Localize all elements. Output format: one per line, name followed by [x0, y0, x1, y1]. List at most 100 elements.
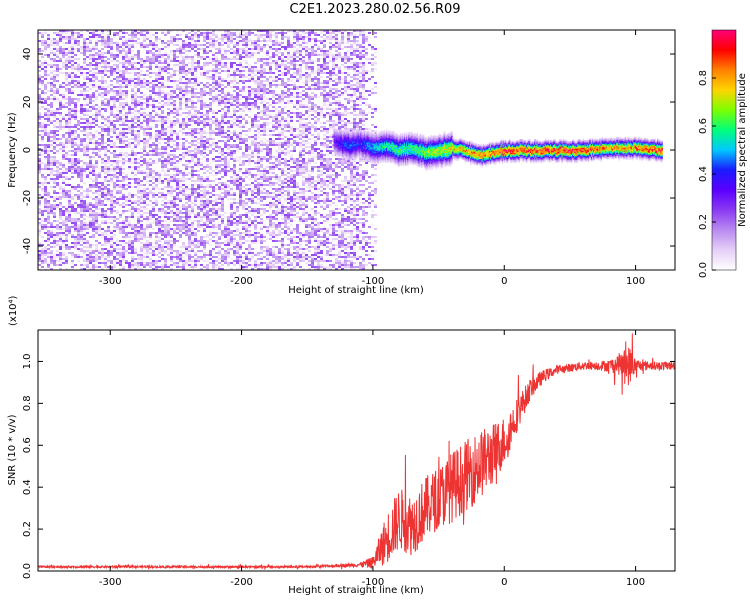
- spectrogram-cell: [50, 84, 53, 86]
- spectrogram-cell: [89, 172, 92, 174]
- spectrogram-cell: [65, 206, 68, 208]
- spectrogram-cell: [116, 154, 119, 156]
- spectrogram-cell: [38, 48, 41, 50]
- spectrogram-cell: [137, 162, 140, 164]
- spectrogram-cell: [98, 174, 101, 176]
- spectrogram-cell: [95, 130, 98, 132]
- spectrogram-cell: [140, 34, 143, 36]
- spectrogram-cell: [173, 40, 176, 42]
- spectrogram-cell: [218, 110, 221, 112]
- spectrogram-cell: [59, 204, 62, 206]
- spectrogram-cell: [221, 198, 224, 200]
- spectrogram-cell: [146, 142, 149, 144]
- spectrogram-cell: [155, 220, 158, 222]
- spectrogram-cell: [74, 236, 77, 238]
- spectrogram-cell: [128, 58, 131, 60]
- spectrogram-cell: [122, 30, 125, 32]
- spectrogram-cell: [38, 208, 41, 210]
- spectrogram-cell: [227, 44, 230, 46]
- spectrogram-cell: [38, 60, 41, 62]
- spectrogram-cell: [125, 224, 128, 226]
- spectrogram-cell: [44, 70, 47, 72]
- spectrogram-cell: [152, 138, 155, 140]
- spectrogram-cell: [200, 106, 203, 108]
- spectrogram-cell: [110, 136, 113, 138]
- spectrogram-cell: [209, 78, 212, 80]
- spectrogram-cell: [188, 242, 191, 244]
- spectrogram-cell: [125, 62, 128, 64]
- spectrogram-cell: [170, 228, 173, 230]
- spectrogram-cell: [218, 196, 221, 198]
- spectrogram-cell: [119, 84, 122, 86]
- spectrogram-cell: [41, 244, 44, 246]
- spectrogram-cell: [41, 196, 44, 198]
- spectrogram-cell: [92, 48, 95, 50]
- spectrogram-cell: [173, 80, 176, 82]
- spectrogram-cell: [134, 46, 137, 48]
- spectrogram-cell: [140, 98, 143, 100]
- spectrogram-cell: [221, 234, 224, 236]
- spectrogram-cell: [146, 236, 149, 238]
- spectrogram-cell: [182, 266, 185, 268]
- spectrogram-cell: [104, 252, 107, 254]
- spectrogram-cell: [95, 124, 98, 126]
- spectrogram-cell: [170, 38, 173, 40]
- spectrogram-cell: [101, 58, 104, 60]
- spectrogram-cell: [155, 120, 158, 122]
- spectrogram-cell: [134, 84, 137, 86]
- spectrogram-cell: [62, 96, 65, 98]
- spectrogram-cell: [179, 148, 182, 150]
- spectrogram-cell: [146, 254, 149, 256]
- spectrogram-cell: [188, 238, 191, 240]
- spectrogram-cell: [68, 82, 71, 84]
- spectrogram-cell: [134, 32, 137, 34]
- spectrogram-cell: [65, 244, 68, 246]
- spectrogram-cell: [176, 166, 179, 168]
- spectrogram-cell: [206, 114, 209, 116]
- spectrogram-cell: [206, 82, 209, 84]
- spectrogram-cell: [176, 156, 179, 158]
- spectrogram-cell: [134, 146, 137, 148]
- spectrogram-cell: [41, 184, 44, 186]
- spectrogram-cell: [236, 102, 239, 104]
- spectrogram-cell: [167, 168, 170, 170]
- spectrogram-cell: [224, 156, 227, 158]
- spectrogram-cell: [113, 72, 116, 74]
- spectrogram-cell: [107, 250, 110, 252]
- spectrogram-cell: [227, 116, 230, 118]
- spectrogram-cell: [236, 184, 239, 186]
- spectrogram-cell: [188, 232, 191, 234]
- spectrogram-cell: [104, 162, 107, 164]
- spectrogram-cell: [170, 176, 173, 178]
- spectrogram-cell: [77, 50, 80, 52]
- spectrogram-cell: [149, 170, 152, 172]
- spectrogram-cell: [194, 106, 197, 108]
- spectrogram-cell: [137, 118, 140, 120]
- spectrogram-cell: [53, 198, 56, 200]
- spectrogram-cell: [155, 162, 158, 164]
- spectrogram-cell: [128, 182, 131, 184]
- spectrogram-cell: [185, 248, 188, 250]
- spectrogram-cell: [197, 260, 200, 262]
- spectrogram-cell: [176, 144, 179, 146]
- spectrogram-cell: [104, 38, 107, 40]
- spectrogram-cell: [125, 58, 128, 60]
- spectrogram-cell: [92, 126, 95, 128]
- spectrogram-cell: [41, 34, 44, 36]
- spectrogram-cell: [89, 248, 92, 250]
- spectrogram-cell: [44, 180, 47, 182]
- spectrogram-cell: [164, 134, 167, 136]
- spectrogram-cell: [86, 142, 89, 144]
- spectrogram-cell: [164, 116, 167, 118]
- spectrogram-cell: [173, 198, 176, 200]
- spectrogram-cell: [200, 204, 203, 206]
- spectrogram-cell: [83, 96, 86, 98]
- spectrogram-cell: [116, 146, 119, 148]
- spectrogram-cell: [131, 66, 134, 68]
- spectrogram-cell: [107, 42, 110, 44]
- spectrogram-cell: [140, 80, 143, 82]
- spectrogram-cell: [161, 54, 164, 56]
- spectrogram-cell: [179, 82, 182, 84]
- spectrogram-cell: [188, 90, 191, 92]
- spectrogram-cell: [71, 138, 74, 140]
